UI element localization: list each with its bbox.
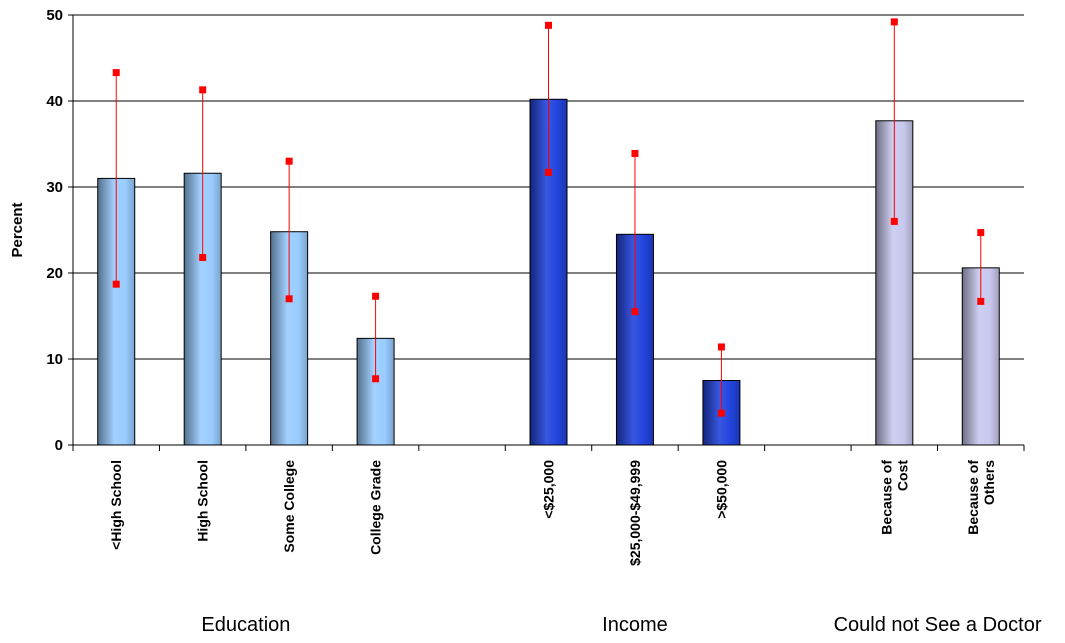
group-label: Education [201, 614, 290, 636]
error-bar-high-marker [890, 18, 898, 26]
error-bars [112, 18, 985, 417]
y-tick-label: 50 [46, 7, 63, 24]
x-category-label: Cost [894, 460, 910, 491]
x-category-label: $25,000-$49,999 [627, 460, 643, 566]
error-bar-high-marker [717, 343, 725, 351]
x-category-label: High School [195, 460, 211, 542]
error-bar-low-marker [112, 280, 120, 288]
error-bar-low-marker [199, 254, 207, 262]
error-bar-low-marker [977, 297, 985, 305]
y-tick-label: 20 [46, 265, 63, 282]
error-bar-high-marker [199, 86, 207, 94]
bars [97, 98, 1000, 446]
error-bar-low-marker [717, 409, 725, 417]
error-bar-high-marker [372, 292, 380, 300]
error-bar-low-marker [631, 308, 639, 316]
y-axis-title: Percent [9, 202, 26, 257]
error-bar-low-marker [285, 295, 293, 303]
x-category-label: College Grade [368, 460, 384, 555]
x-category-label: <$25,000 [541, 460, 557, 519]
y-tick-label: 10 [46, 351, 63, 368]
x-category-label: <High School [108, 460, 124, 550]
group-label: Could not See a Doctor [834, 614, 1042, 636]
error-bar-low-marker [545, 168, 552, 176]
group-label: Income [602, 614, 668, 636]
error-bar-high-marker [545, 21, 552, 29]
error-bar-high-marker [112, 69, 120, 77]
y-tick-label: 30 [46, 179, 63, 196]
axes [68, 14, 1025, 451]
error-bar-low-marker [372, 375, 380, 383]
error-bar-high-marker [285, 157, 293, 165]
error-bar-high-marker [977, 229, 985, 237]
y-tick-label: 0 [55, 437, 63, 454]
labels: 0 10 20 30 40 50 <High School High School Some C… [46, 7, 1042, 636]
error-bar-high-marker [631, 149, 639, 157]
error-bar-low-marker [890, 217, 898, 225]
x-category-label: Some College [281, 460, 297, 553]
x-category-label: Because of [965, 460, 981, 535]
x-category-label: Others [981, 460, 997, 505]
x-category-label: Because of [878, 460, 894, 535]
y-tick-label: 40 [46, 93, 63, 110]
x-category-label: >$50,000 [713, 460, 729, 519]
